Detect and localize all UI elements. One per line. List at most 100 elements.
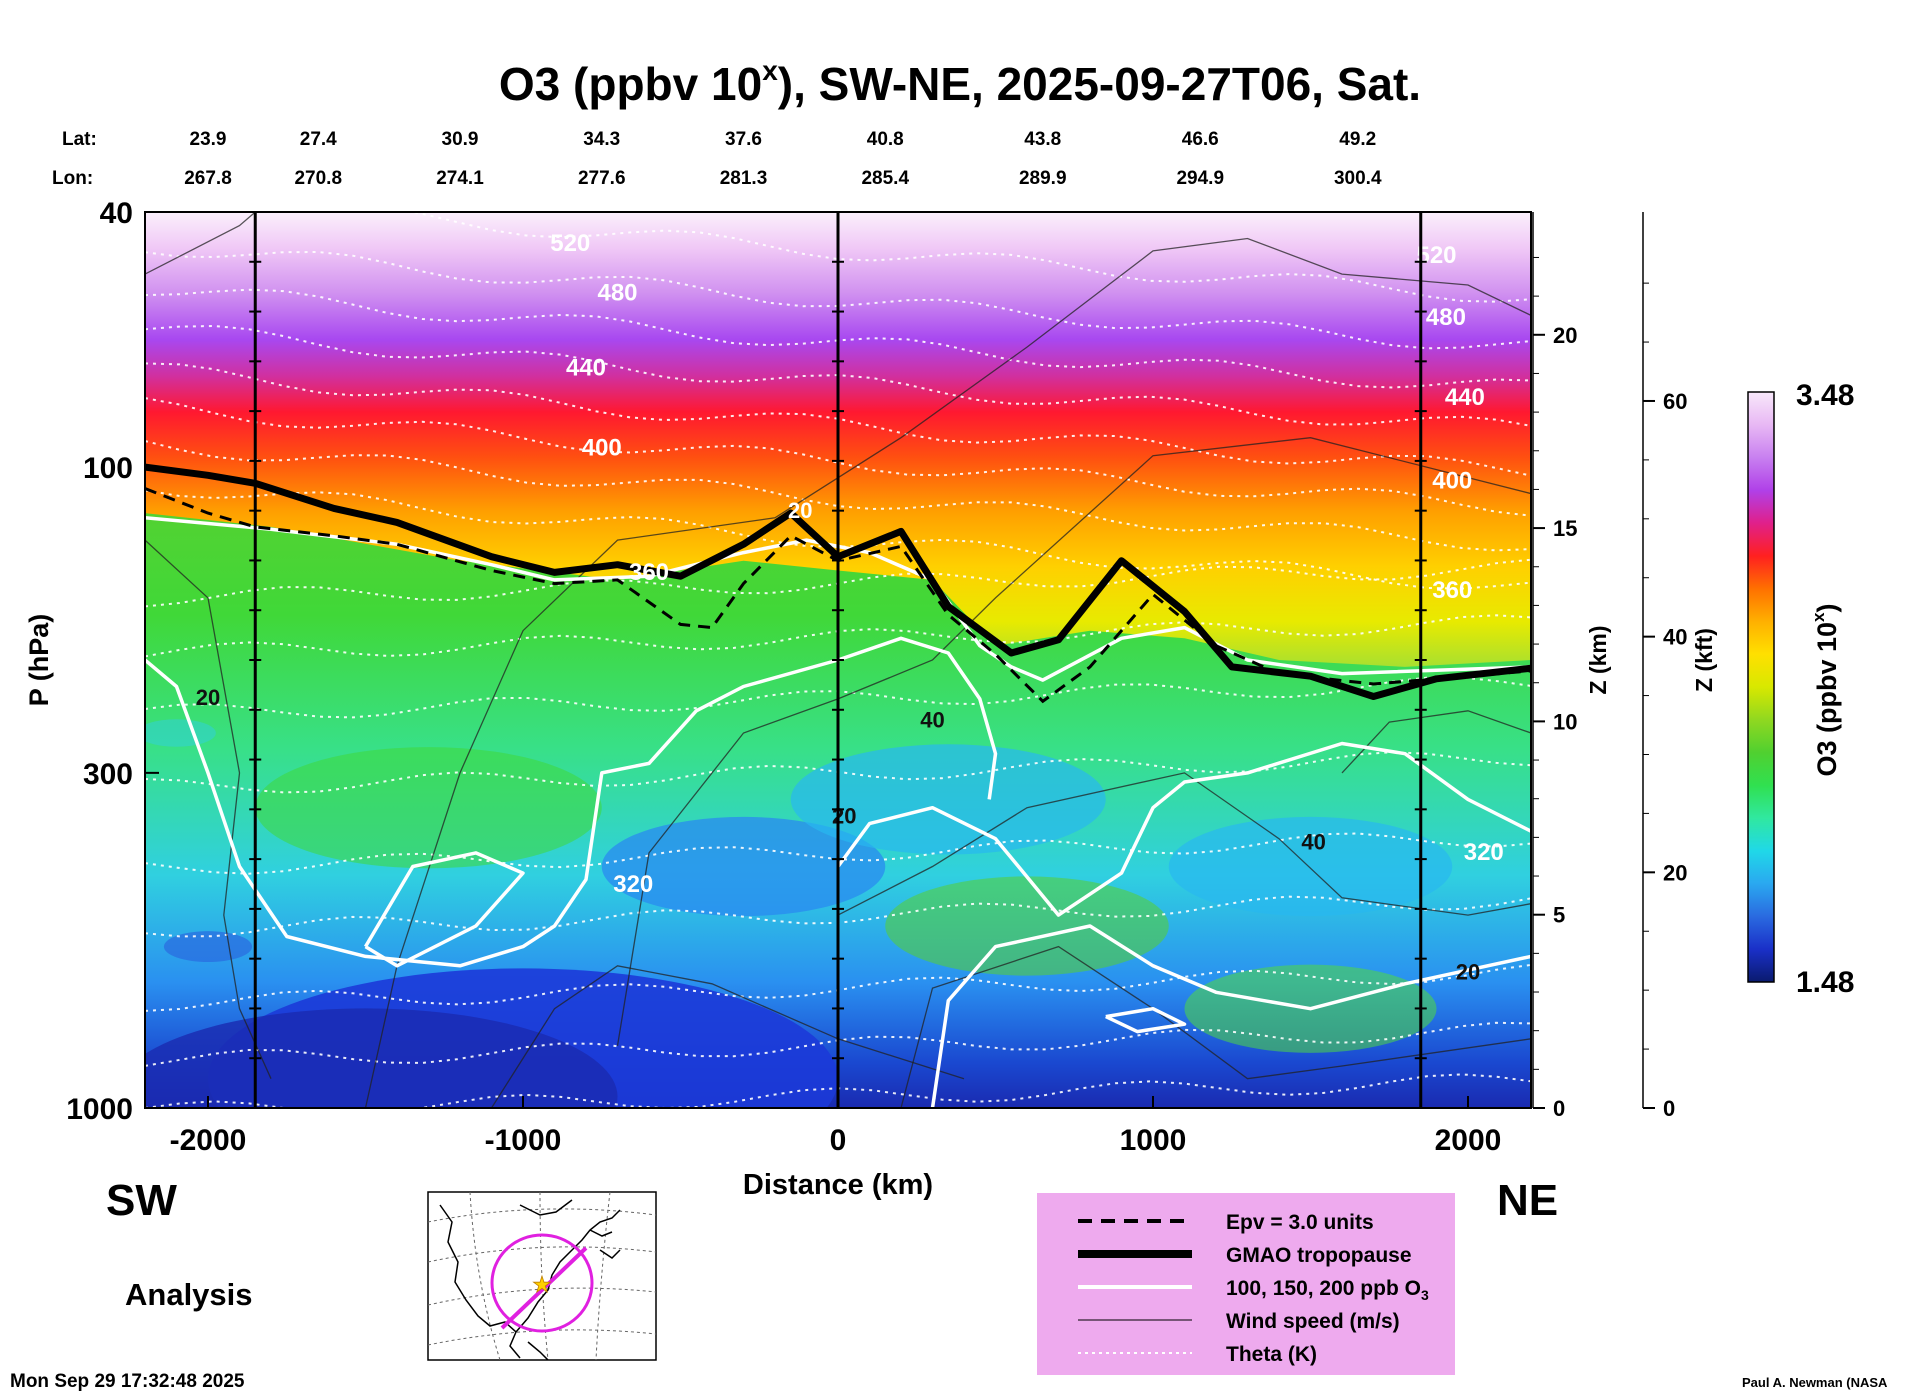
legend-items: Epv = 3.0 units GMAO tropopause 100, 150, … [1078, 1211, 1429, 1366]
wind-contour [145, 212, 256, 275]
legend-label: GMAO tropopause [1226, 1244, 1412, 1267]
theta-label: 360 [629, 559, 669, 586]
z-kft-axis: 0 20 40 60 [1642, 212, 1687, 1121]
wind-label: 20 [196, 685, 220, 710]
inset-map: ★ [427, 1191, 657, 1361]
lon-value: 267.8 [184, 168, 232, 189]
lon-value: 285.4 [861, 168, 909, 189]
theta-label: 440 [1445, 384, 1485, 411]
o3-contour [363, 851, 525, 968]
theta-contour [145, 440, 1531, 552]
colorbar-label: O3 (ppbv 10x) [1809, 603, 1842, 776]
analysis-label: Analysis [125, 1277, 253, 1312]
lat-value: 23.9 [190, 129, 227, 150]
o3-field-patch [601, 816, 886, 917]
o3-field-patch [790, 744, 1106, 855]
theta-label: 520 [1416, 242, 1456, 269]
z-kft-tick-label: 60 [1663, 389, 1687, 414]
lat-label: Lat: [62, 129, 97, 150]
wind-speed-contours [145, 212, 1531, 1108]
theta-label: 480 [1426, 304, 1466, 331]
plot-area: 520 480 440 400 360 320 520 480 440 400 360 320 20 40… [145, 212, 1531, 1108]
wind-label: 40 [920, 708, 944, 733]
o3-contour [145, 516, 1531, 682]
x-axis: -2000 -1000 0 1000 2000 [170, 1096, 1502, 1157]
x-tick-label: 1000 [1120, 1124, 1187, 1157]
o3-white-contours [145, 516, 1531, 1108]
o3-contour [930, 924, 1531, 1108]
legend-label: Wind speed (m/s) [1226, 1310, 1400, 1333]
z-kft-tick-label: 0 [1663, 1096, 1675, 1121]
vertical-reference-lines [249, 211, 1427, 1109]
lon-value: 277.6 [578, 168, 626, 189]
z-km-tick-label: 5 [1553, 903, 1565, 928]
p-tick-label: 300 [83, 758, 133, 791]
theta-contour [145, 489, 1531, 590]
z-km-tick-label: 0 [1553, 1096, 1565, 1121]
o3-field-patch [1168, 816, 1453, 917]
legend: Epv = 3.0 units GMAO tropopause 100, 150, … [1037, 1193, 1455, 1375]
contour-labels: 520 480 440 400 360 320 520 480 440 400 360 320 20 40… [196, 230, 1504, 984]
theta-label: 400 [582, 435, 622, 462]
epv-dashed-line [145, 487, 1531, 704]
map-section-line [500, 1246, 588, 1330]
theta-contour [145, 288, 1531, 389]
timestamp: Mon Sep 29 17:32:48 2025 [10, 1371, 245, 1392]
inset-map-content: ★ [428, 1192, 656, 1360]
lat-value: 43.8 [1024, 129, 1061, 150]
wind-contour [616, 437, 1531, 1047]
legend-label: 100, 150, 200 ppb O3 [1226, 1277, 1429, 1303]
lat-value: 46.6 [1182, 129, 1219, 150]
theta-contour [145, 324, 1531, 427]
wind-label: 20 [1456, 959, 1480, 984]
lat-lon-header: 23.9 27.4 30.9 34.3 37.6 40.8 43.8 46.6 49.2 267.… [184, 129, 1382, 189]
lon-value: 294.9 [1176, 168, 1224, 189]
direction-ne: NE [1497, 1176, 1558, 1225]
lon-value: 270.8 [294, 168, 342, 189]
theta-label: 320 [613, 871, 653, 898]
z-km-axis: 0 5 10 15 20 [1532, 212, 1577, 1121]
lat-value: 40.8 [867, 129, 904, 150]
wind-contour [837, 772, 1531, 916]
o3-field-patch [885, 876, 1169, 976]
o3-field-patch [145, 719, 216, 747]
theta-label: 360 [1432, 577, 1472, 604]
lon-value: 274.1 [436, 168, 484, 189]
map-center-star-icon: ★ [532, 1272, 552, 1297]
p-tick-label: 1000 [66, 1093, 133, 1126]
o3-field-patch [145, 1008, 618, 1108]
x-tick-label: 2000 [1435, 1124, 1502, 1157]
lat-value: 30.9 [442, 129, 479, 150]
direction-sw: SW [106, 1176, 177, 1225]
theta-contour [145, 362, 1531, 477]
colorbar-max-label: 3.48 [1796, 379, 1854, 412]
legend-label: Theta (K) [1226, 1343, 1317, 1366]
theta-contour [145, 250, 1531, 350]
z-kft-tick-label: 40 [1663, 625, 1687, 650]
z-km-tick-label: 15 [1553, 516, 1577, 541]
colorbar [1747, 391, 1775, 983]
wind-contour [490, 965, 965, 1108]
lon-label: Lon: [52, 168, 93, 189]
p-axis-label: P (hPa) [24, 614, 54, 707]
lon-value: 289.9 [1019, 168, 1067, 189]
o3-contour [836, 741, 1531, 917]
o3-contour [1105, 1006, 1187, 1034]
lat-value: 34.3 [583, 129, 620, 150]
z-km-tick-label: 10 [1553, 709, 1577, 734]
chart-title: O3 (ppbv 10x), SW-NE, 2025-09-27T06, Sat… [499, 55, 1421, 110]
legend-label: Epv = 3.0 units [1226, 1211, 1374, 1234]
o3-field-patch [255, 747, 602, 869]
z-kft-axis-label: Z (kft) [1691, 628, 1717, 692]
map-range-circle [490, 1233, 594, 1333]
o3-contour [145, 636, 998, 968]
o3-field-patches [145, 719, 1453, 1108]
map-coastline [439, 1199, 621, 1360]
p-tick-label: 40 [100, 197, 133, 230]
z-km-tick-label: 20 [1553, 323, 1577, 348]
z-kft-tick-label: 20 [1663, 860, 1687, 885]
x-axis-label: Distance (km) [743, 1169, 933, 1201]
lat-value: 27.4 [300, 129, 337, 150]
x-tick-label: -1000 [485, 1124, 562, 1157]
